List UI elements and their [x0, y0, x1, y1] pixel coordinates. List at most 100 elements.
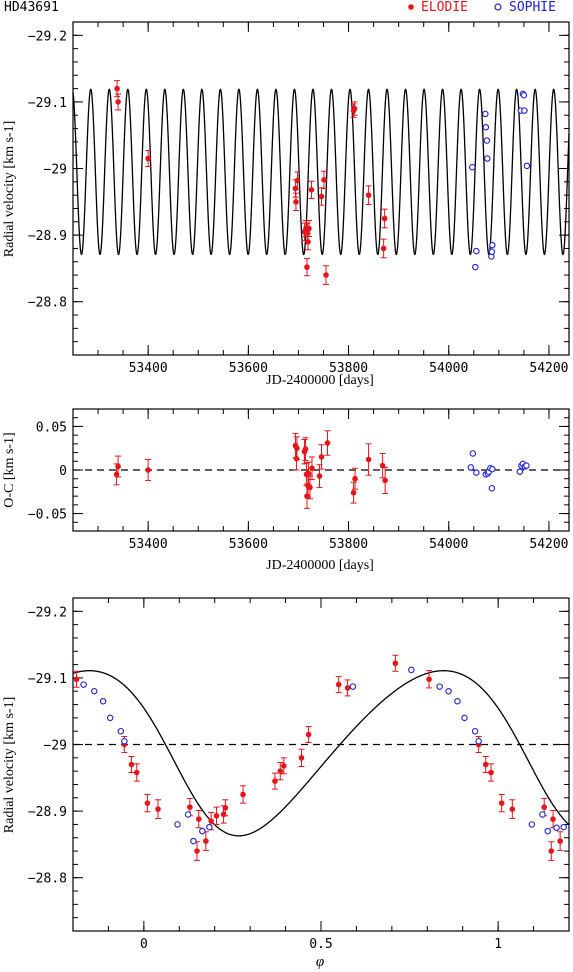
- sophie-point: [473, 247, 480, 255]
- elodie-point: [557, 838, 563, 844]
- orbit-model-curve: [72, 88, 570, 256]
- tick-label-y: −28.8: [28, 296, 67, 311]
- sophie-point: [482, 123, 490, 131]
- phase-model-curve: [72, 670, 570, 837]
- tick-label-x: 54200: [529, 361, 568, 376]
- panel-residuals: 53400 53600 53800 54000 54200 0.05 0 −0.05 JD-2…: [2, 408, 570, 573]
- tick-label-x: 53400: [129, 537, 168, 552]
- sophie-point: [454, 697, 461, 705]
- tick-label-y: −28.9: [28, 805, 67, 820]
- sophie-point: [467, 464, 475, 471]
- sophie-point: [520, 92, 528, 99]
- tick-label-x: 53800: [329, 537, 368, 552]
- legend-sophie-label: SOPHIE: [509, 0, 556, 15]
- sophie-point: [174, 821, 181, 828]
- sophie-point: [469, 163, 476, 171]
- sophie-point: [106, 714, 114, 722]
- elodie-point: [306, 225, 312, 232]
- tick-label-y: −29.2: [28, 605, 67, 620]
- tick-label-x: 53400: [129, 361, 168, 376]
- elodie-point: [509, 806, 516, 812]
- sophie-point: [206, 823, 213, 831]
- sophie-point: [528, 821, 536, 828]
- panel-phase-points: [73, 654, 567, 861]
- tick-label-y: −28.8: [28, 872, 67, 887]
- elodie-point: [73, 676, 80, 683]
- sophie-point: [523, 462, 530, 469]
- sophie-point: [521, 107, 528, 114]
- panel-phase-ticks: 0 0.5 1 −28.8 −28.9 −29 −29.1 −29.2: [28, 598, 569, 952]
- sophie-point: [99, 697, 107, 705]
- sophie-point: [473, 469, 480, 476]
- elodie-point: [213, 812, 220, 819]
- sophie-point: [121, 737, 128, 745]
- tick-label-x: 54000: [429, 537, 468, 552]
- elodie-point: [208, 818, 214, 824]
- elodie-point: [335, 681, 342, 688]
- elodie-point: [294, 177, 301, 184]
- panel-rv-time-ticks: 53400 53600 53800 54000 54200 −28.8 −28.9 −29 −2…: [28, 22, 569, 376]
- elodie-point: [305, 731, 312, 738]
- panel-phase-frame: [72, 597, 570, 932]
- elodie-point: [351, 105, 358, 112]
- elodie-point: [222, 804, 229, 811]
- legend-elodie-label: ELODIE: [421, 0, 468, 15]
- tick-label-x: 53600: [229, 361, 268, 376]
- panel-rv-time-xlabel: JD-2400000 [days]: [266, 373, 374, 388]
- elodie-point: [498, 800, 505, 806]
- elodie-point: [292, 185, 299, 192]
- elodie-point: [298, 755, 305, 761]
- panel-phase: 0 0.5 1 −28.8 −28.9 −29 −29.1 −29.2 φ Radial ve…: [2, 597, 570, 970]
- sophie-point: [80, 681, 87, 688]
- panel-rv-time-model: [72, 88, 570, 256]
- elodie-point: [323, 272, 329, 278]
- sophie-point: [472, 263, 479, 271]
- sophie-point: [475, 737, 482, 745]
- elodie-point: [352, 475, 358, 482]
- elodie-point: [350, 489, 357, 496]
- tick-label-y: 0: [59, 464, 67, 479]
- elodie-point: [318, 454, 325, 460]
- elodie-point: [382, 477, 388, 484]
- legend-elodie-marker: [408, 4, 414, 10]
- elodie-point: [321, 177, 327, 183]
- elodie-point: [426, 676, 432, 683]
- sophie-point: [516, 468, 524, 475]
- tick-label-y: −29.2: [28, 29, 67, 44]
- elodie-point: [550, 816, 556, 822]
- tick-label-y: −28.9: [28, 229, 67, 244]
- elodie-point: [281, 763, 287, 769]
- panel-phase-ylabel: Radial velocity [km s-1]: [2, 697, 17, 833]
- panel-phase-model: [72, 670, 570, 837]
- sophie-point: [489, 241, 496, 249]
- sophie-point: [469, 450, 477, 457]
- sophie-point: [190, 837, 197, 845]
- elodie-point: [145, 467, 151, 473]
- sophie-point: [436, 683, 443, 690]
- elodie-point: [133, 769, 140, 776]
- legend: ELODIE SOPHIE: [408, 0, 556, 15]
- elodie-point: [240, 791, 246, 798]
- sophie-point: [445, 687, 452, 695]
- sophie-point: [523, 162, 531, 170]
- tick-label-x: 54000: [429, 361, 468, 376]
- panel-rv-time-points: [114, 80, 531, 285]
- elodie-point: [318, 193, 325, 200]
- elodie-point: [302, 446, 309, 452]
- sophie-point: [483, 137, 491, 144]
- elodie-point: [365, 456, 372, 463]
- panel-residuals-points: [113, 430, 530, 509]
- tick-label-x: 1: [494, 937, 502, 952]
- elodie-point: [115, 463, 121, 470]
- sophie-point: [471, 727, 479, 735]
- panel-phase-xlabel: φ: [316, 954, 324, 970]
- tick-label-x: 0: [140, 937, 148, 952]
- panel-rv-time-frame: [72, 21, 570, 356]
- elodie-point: [541, 804, 547, 810]
- sophie-point: [184, 811, 192, 818]
- elodie-point: [316, 473, 323, 479]
- panel-rv-time: 53400 53600 53800 54000 54200 −28.8 −28.9 −29 −2…: [2, 21, 570, 388]
- elodie-point: [272, 778, 278, 784]
- elodie-point: [305, 238, 311, 245]
